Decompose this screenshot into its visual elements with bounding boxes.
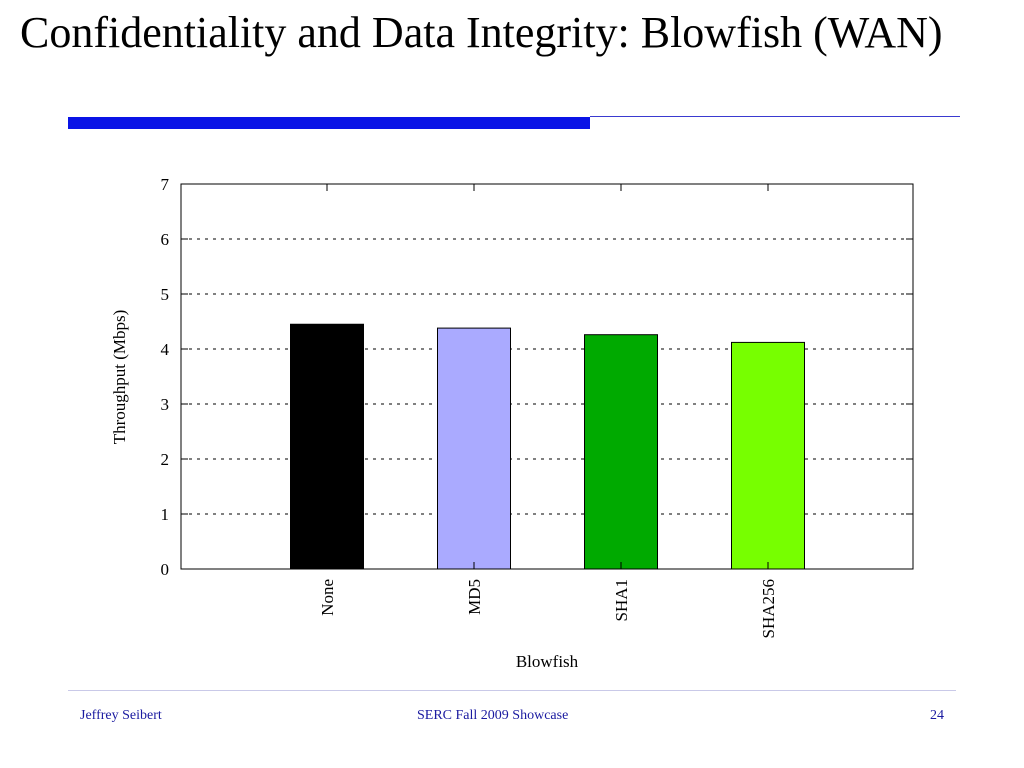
footer-author: Jeffrey Seibert (80, 708, 162, 723)
x-axis-label: Blowfish (516, 652, 579, 671)
x-tick-label: SHA1 (612, 579, 631, 622)
footer-page-number: 24 (930, 708, 944, 723)
x-tick-label: SHA256 (759, 579, 778, 639)
bar-none (290, 323, 364, 570)
footer-divider (68, 690, 956, 691)
y-tick-label: 6 (161, 230, 170, 249)
y-tick-label: 2 (161, 450, 170, 469)
y-axis-ticks: 0 1 2 3 4 5 6 7 (161, 175, 913, 579)
x-tick-label: None (318, 579, 337, 616)
plot-frame (180, 183, 914, 570)
slide-title: Confidentiality and Data Integrity: Blow… (20, 8, 943, 57)
chart-bars (290, 323, 805, 570)
bar-sha1 (584, 334, 658, 570)
y-tick-label: 0 (161, 560, 170, 579)
y-tick-label: 4 (161, 340, 170, 359)
title-underline-thin (590, 116, 960, 117)
y-tick-label: 7 (161, 175, 170, 194)
x-axis-ticks: None MD5 SHA1 SHA256 (318, 184, 778, 639)
bar-md5 (437, 327, 511, 570)
y-axis-label: Throughput (Mbps) (110, 310, 129, 445)
x-tick-label: MD5 (465, 579, 484, 615)
title-underline-thick (68, 117, 590, 129)
y-tick-label: 1 (161, 505, 170, 524)
y-tick-label: 5 (161, 285, 170, 304)
throughput-bar-chart: 0 1 2 3 4 5 6 7 None MD5 SHA1 SHA256 Throughput (M… (110, 175, 914, 671)
y-tick-label: 3 (161, 395, 170, 414)
footer-event: SERC Fall 2009 Showcase (417, 708, 569, 723)
bar-sha256 (731, 341, 805, 570)
